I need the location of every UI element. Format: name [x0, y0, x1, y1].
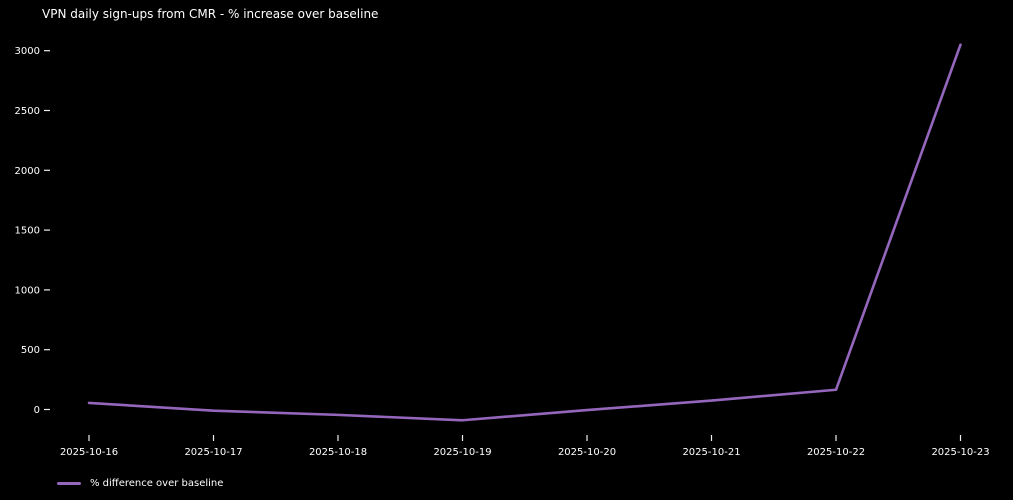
legend-line-swatch — [57, 482, 81, 485]
y-tick-label: 1000 — [15, 285, 40, 296]
series-line — [87, 43, 962, 422]
legend: % difference over baseline — [57, 477, 223, 490]
y-tick-label: 3000 — [15, 46, 40, 57]
y-tick-label: 500 — [21, 345, 40, 356]
x-tick-label: 2025-10-17 — [184, 447, 242, 458]
chart-title: VPN daily sign-ups from CMR - % increase… — [42, 7, 379, 21]
legend-label: % difference over baseline — [90, 478, 224, 489]
y-tick-label: 0 — [34, 405, 40, 416]
x-tick-label: 2025-10-16 — [60, 447, 118, 458]
y-tick-label: 2000 — [15, 166, 40, 177]
y-tick-label: 1500 — [15, 226, 40, 237]
x-tick-label: 2025-10-21 — [682, 447, 740, 458]
x-tick-label: 2025-10-23 — [931, 447, 989, 458]
x-tick-label: 2025-10-18 — [309, 447, 367, 458]
x-tick-label: 2025-10-19 — [433, 447, 491, 458]
x-tick-label: 2025-10-20 — [558, 447, 616, 458]
x-tick-label: 2025-10-22 — [807, 447, 865, 458]
y-tick-label: 2500 — [15, 106, 40, 117]
